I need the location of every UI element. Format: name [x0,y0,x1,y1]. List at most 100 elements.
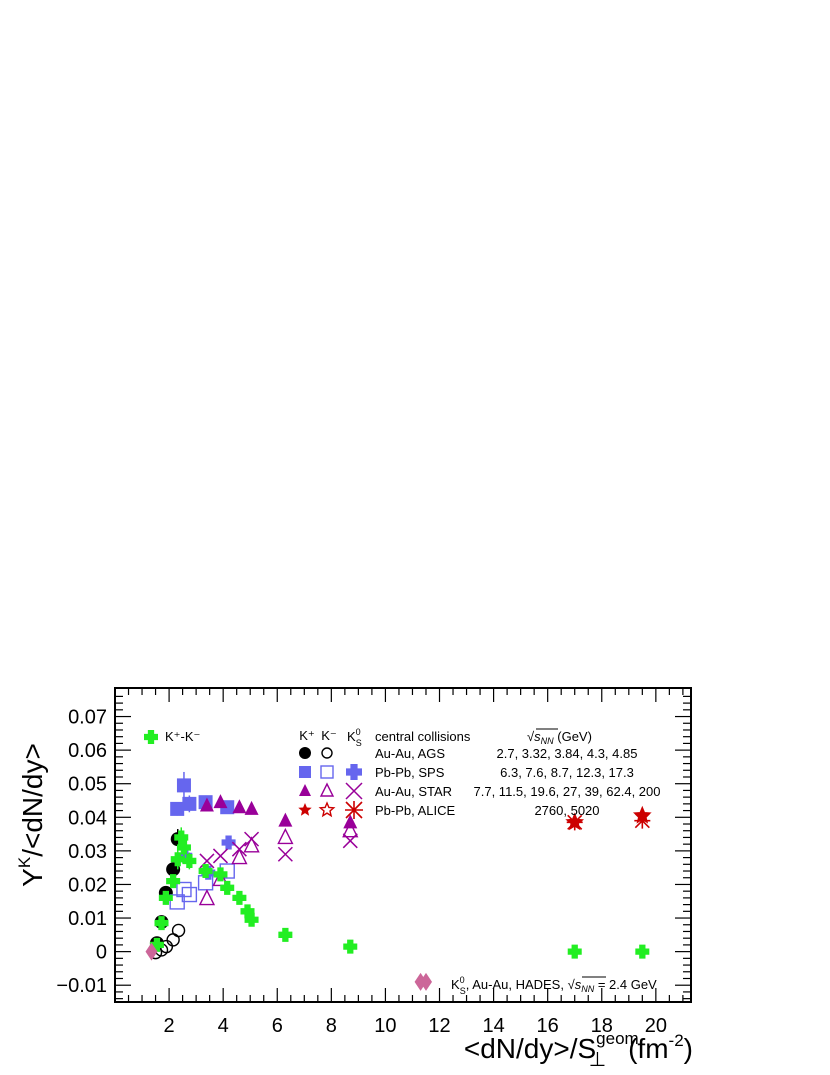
data-point [198,864,213,879]
legend-marker-kplus [299,784,311,796]
data-point [176,881,192,898]
series-10 [566,812,651,831]
data-point [198,888,216,906]
legend-row-energies: 7.7, 11.5, 19.6, 27, 39, 62.4, 200 [474,784,661,799]
legend-marker-kminus [318,801,336,818]
data-point [277,846,293,862]
legend-row-system: Au-Au, AGS [375,746,445,761]
data-point [277,827,294,845]
legend-header-energy-sqrt: √ [527,729,535,744]
data-point [170,801,185,816]
y-tick-label: −0.01 [56,975,107,997]
data-point [182,796,197,811]
legend-header-k0-sub: S [356,738,362,748]
plot-area [114,687,692,1003]
legend-header-k0-sup: 0 [356,727,361,737]
data-point [231,841,247,857]
data-point [634,812,651,829]
data-point [158,890,173,905]
legend-header-energy-var: s [534,729,541,744]
y-axis-title-sup: K [15,856,34,868]
legend-header-energy-sub: NN [541,736,554,746]
x-tick-label: 2 [164,1015,175,1037]
y-axis-title: YK/<dN/dy> [15,743,48,887]
data-point [182,853,197,868]
legend-hades-sqrt: √ [568,977,576,992]
legend-hades-mid: , Au-Au, HADES, [466,977,568,992]
legend-header-k0: K0 S [347,727,362,748]
legend-marker-k0 [346,764,362,781]
legend-header-kminus: K⁻ [321,728,337,743]
x-axis-title-sup: geom [596,1029,639,1048]
data-point [149,937,164,952]
legend-marker-hades [420,972,432,991]
legend-marker-kminus [320,765,334,779]
data-point [278,812,293,827]
series-11 [149,827,650,959]
data-point [166,874,181,889]
legend-header-k0-main: K [347,729,356,744]
legend-row-energies: 2.7, 3.32, 3.84, 4.3, 4.85 [497,746,638,761]
x-tick-label: 4 [218,1015,229,1037]
data-point [199,797,214,812]
data-point [567,944,582,959]
legend-hades-var: s [575,977,582,992]
x-tick-label: 6 [272,1015,283,1037]
y-tick-label: 0.05 [68,774,107,796]
legend-marker-kminus [319,782,335,797]
series-5 [199,794,358,829]
series-12 [145,942,427,991]
x-tick-label: 8 [326,1015,337,1037]
y-tick-label: 0 [96,942,107,964]
data-point [220,880,235,895]
x-tick-label: 14 [482,1015,504,1037]
x-axis-title-main: <dN/dy>/S [464,1033,596,1064]
data-point [174,830,189,845]
data-point [231,848,248,865]
x-axis-title-unit-sup: -2 [669,1031,684,1050]
legend-hades-varsub: NN [581,984,594,994]
x-axis-title-unit: (fm [628,1033,668,1064]
x-tick-label: 10 [374,1015,396,1037]
data-point [145,942,158,961]
legend-marker-kplus [299,766,311,778]
data-point [176,840,191,855]
y-tick-label: 0.01 [68,908,107,930]
data-point [343,939,358,954]
plot-frame [114,687,692,1003]
data-point [170,852,185,867]
series-7 [199,831,358,869]
legend-marker-kplus [298,803,312,816]
data-point [181,886,198,903]
x-axis-title-sub: ⊥ [589,1049,606,1071]
legend-row-energies: 6.3, 7.6, 8.7, 12.3, 17.3 [500,765,634,780]
legend-hades-text: K0 S, Au-Au, HADES, √sNN = 2.4 GeV [451,975,657,996]
legend-marker-kplus [299,747,311,759]
x-tick-label: 12 [428,1015,450,1037]
x-axis-title-unit-close: ) [684,1033,693,1064]
data-point [154,916,169,931]
y-axis-title-rest: /<dN/dy> [17,743,48,857]
x-tick-label: 20 [645,1015,667,1037]
y-tick-label: 0.04 [68,807,107,829]
data-point [342,833,358,849]
data-point [243,836,260,853]
legend-row-system: Pb-Pb, ALICE [375,803,456,818]
legend-hades-sup: 0 [460,975,465,985]
legend-hades-sub: S [460,986,466,996]
data-point [212,848,228,864]
x-axis-title: <dN/dy>/Sgeom ⊥ (fm-2) [464,1029,693,1071]
legend-marker-diff [144,730,159,744]
y-axis-title-main: Y [17,868,48,887]
data-point [635,944,650,959]
data-point [240,904,255,919]
data-point [213,867,228,882]
x-tick-label: 18 [591,1015,613,1037]
legend-row-system: Pb-Pb, SPS [375,765,445,780]
y-tick-label: 0.03 [68,841,107,863]
legend-hades-post: = 2.4 GeV [594,977,657,992]
data-point [213,794,228,809]
data-point [221,835,236,850]
